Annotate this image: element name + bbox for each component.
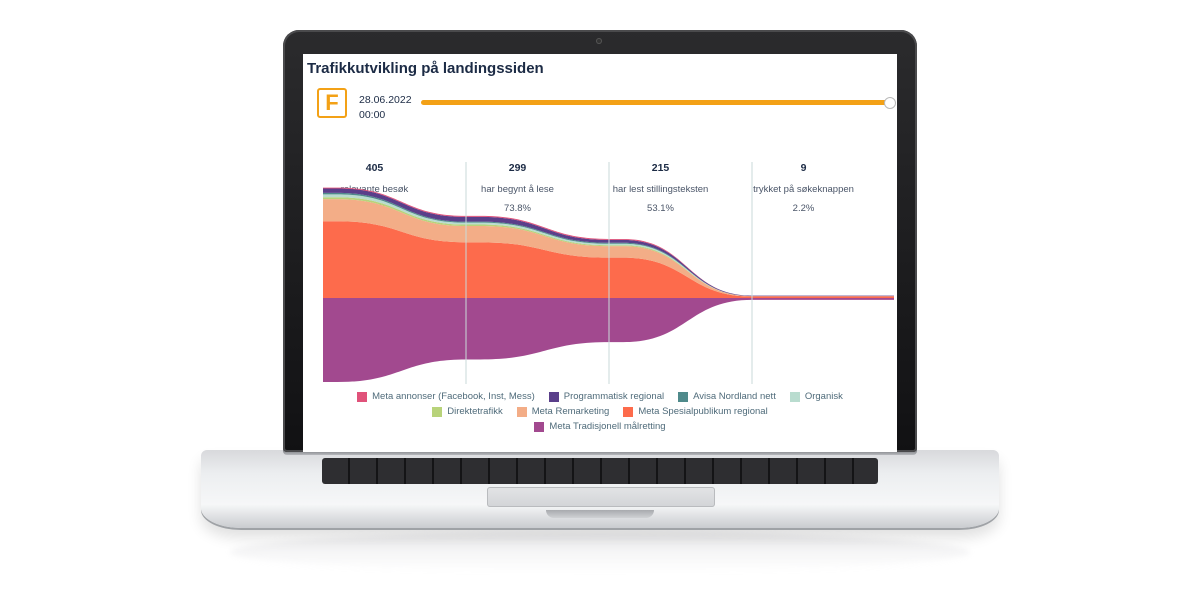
legend-item[interactable]: Programmatisk regional	[548, 391, 665, 402]
timeline-time-text: 00:00	[359, 109, 386, 121]
laptop-notch	[546, 510, 654, 518]
chart-legend: Meta annonser (Facebook, Inst, Mess) Pro…	[303, 391, 897, 436]
timeline-date: 28.06.2022 00:00	[359, 93, 412, 123]
laptop-hinge	[283, 449, 917, 455]
brand-logo-icon: F	[317, 88, 347, 118]
legend-item[interactable]: Meta Remarketing	[516, 406, 610, 417]
timeline-slider-handle[interactable]	[884, 97, 896, 109]
legend-item[interactable]: Avisa Nordland nett	[678, 391, 776, 402]
laptop-screen-frame: Trafikkutvikling på landingssiden F 28.0…	[283, 30, 917, 452]
legend-item[interactable]: Meta annonser (Facebook, Inst, Mess)	[357, 391, 535, 402]
legend-label: Meta Spesialpublikum regional	[638, 406, 768, 417]
laptop-reflection	[230, 532, 970, 572]
legend-swatch	[432, 406, 443, 417]
stage-stat: 9 trykket på søkeknappen 2.2%	[732, 162, 875, 214]
legend-label: Programmatisk regional	[563, 391, 665, 402]
stage-percent: 2.2%	[792, 203, 815, 214]
legend-label: Avisa Nordland nett	[693, 391, 776, 402]
legend-label: Meta annonser (Facebook, Inst, Mess)	[372, 391, 535, 402]
stage-percent: 73.8%	[504, 203, 531, 214]
legend-swatch	[516, 406, 527, 417]
stage-count: 405	[365, 162, 384, 174]
legend-item[interactable]: Direktetrafikk	[432, 406, 503, 417]
stage-label: har begynt å lese	[481, 184, 554, 195]
legend-row: Direktetrafikk Meta Remarketing Meta Spe…	[303, 406, 897, 417]
legend-swatch	[623, 406, 634, 417]
funnel-chart	[323, 162, 894, 384]
legend-swatch	[789, 391, 800, 402]
legend-item[interactable]: Organisk	[789, 391, 843, 402]
page-title: Trafikkutvikling på landingssiden	[307, 60, 544, 77]
legend-label: Meta Remarketing	[531, 406, 610, 417]
legend-label: Direktetrafikk	[447, 406, 503, 417]
legend-label: Meta Tradisjonell målretting	[549, 421, 666, 432]
stage-count: 215	[651, 162, 670, 174]
legend-swatch	[548, 391, 559, 402]
legend-item[interactable]: Meta Tradisjonell målretting	[534, 421, 666, 432]
legend-item[interactable]: Meta Spesialpublikum regional	[623, 406, 768, 417]
legend-row: Meta annonser (Facebook, Inst, Mess) Pro…	[303, 391, 897, 402]
legend-swatch	[357, 391, 368, 402]
stage-count: 299	[508, 162, 527, 174]
stage-count: 9	[800, 162, 807, 174]
stage-label: har lest stillingsteksten	[612, 184, 709, 195]
legend-label: Organisk	[804, 391, 843, 402]
legend-swatch	[678, 391, 689, 402]
keyboard	[322, 458, 878, 484]
screen: Trafikkutvikling på landingssiden F 28.0…	[303, 54, 897, 452]
stage-stat: 299 har begynt å lese 73.8%	[446, 162, 589, 214]
legend-row: Meta Tradisjonell målretting	[303, 421, 897, 432]
trackpad	[487, 487, 715, 507]
stage-label: trykket på søkeknappen	[753, 184, 854, 195]
timeline-slider[interactable]	[421, 100, 891, 105]
timeline-date-text: 28.06.2022	[359, 94, 412, 106]
stage-percent: 53.1%	[647, 203, 674, 214]
camera-icon	[596, 38, 602, 44]
stage-stat: 215 har lest stillingsteksten 53.1%	[589, 162, 732, 214]
stage-label: relevante besøk	[340, 184, 409, 195]
legend-swatch	[534, 421, 545, 432]
